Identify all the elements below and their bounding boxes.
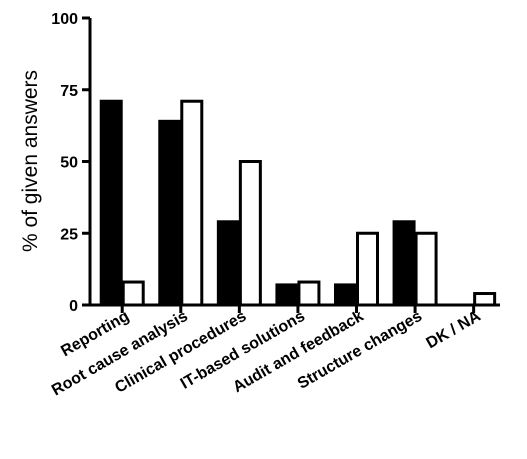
y-tick-label: 75 [60, 83, 78, 100]
bar-series-2 [121, 280, 145, 307]
bars [99, 99, 497, 307]
x-tick-label: DK / NA [424, 308, 484, 353]
bar-series-2 [473, 292, 497, 307]
y-axis: 0 25 50 75 100 [51, 11, 92, 315]
bar-series-2 [238, 160, 262, 307]
bar-series-2 [180, 99, 204, 307]
bar-series-2 [297, 280, 321, 307]
bar-series-1 [158, 119, 182, 307]
bar-series-1 [334, 283, 357, 307]
bar-series-1 [392, 220, 416, 307]
y-tick-label: 100 [51, 11, 78, 28]
bar-series-2 [356, 231, 379, 307]
bar-series-2 [414, 231, 438, 307]
y-axis-title: % of given answers [19, 70, 42, 252]
bar-series-1 [216, 220, 240, 307]
bar-series-1 [99, 99, 123, 307]
y-tick-label: 25 [60, 226, 78, 243]
y-tick-label: 0 [69, 298, 78, 315]
y-tick-label: 50 [60, 155, 78, 172]
bar-series-1 [275, 283, 299, 307]
